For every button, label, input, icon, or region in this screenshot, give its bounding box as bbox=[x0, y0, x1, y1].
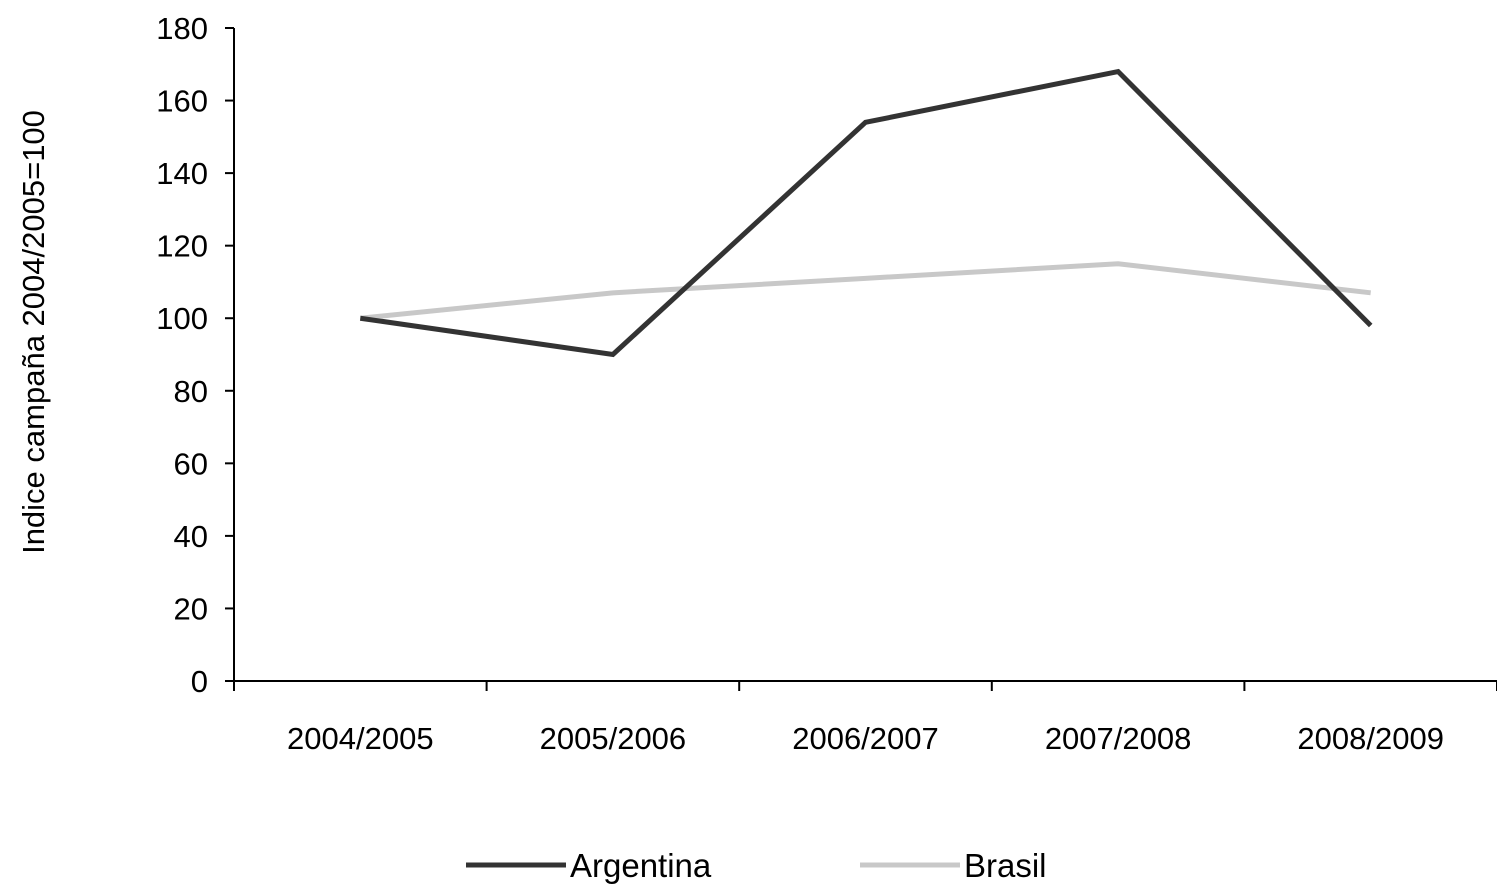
y-axis-ticks: 0 20 40 60 80 100 120 140 160 180 bbox=[156, 11, 234, 699]
y-tick-label: 40 bbox=[174, 519, 208, 554]
x-tick-label: 2006/2007 bbox=[792, 721, 939, 756]
series-layer bbox=[360, 71, 1371, 354]
y-tick-label: 20 bbox=[174, 591, 208, 626]
y-tick-label: 180 bbox=[156, 11, 208, 46]
y-axis-title: Indice campaña 2004/2005=100 bbox=[16, 110, 51, 554]
x-tick-label: 2007/2008 bbox=[1045, 721, 1192, 756]
y-tick-label: 0 bbox=[191, 664, 208, 699]
legend-label-brasil: Brasil bbox=[964, 847, 1047, 884]
y-tick-label: 100 bbox=[156, 301, 208, 336]
x-tick-label: 2004/2005 bbox=[287, 721, 434, 756]
x-axis-ticks: 2004/2005 2005/2006 2006/2007 2007/2008 2008… bbox=[234, 681, 1497, 756]
y-tick-label: 140 bbox=[156, 156, 208, 191]
x-tick-label: 2005/2006 bbox=[540, 721, 687, 756]
legend: Argentina Brasil bbox=[466, 847, 1047, 884]
y-tick-label: 120 bbox=[156, 229, 208, 264]
series-line-argentina bbox=[360, 72, 1370, 355]
y-tick-label: 80 bbox=[174, 374, 208, 409]
legend-label-argentina: Argentina bbox=[570, 847, 712, 884]
y-tick-label: 60 bbox=[174, 446, 208, 481]
x-tick-label: 2008/2009 bbox=[1297, 721, 1444, 756]
series-line-brasil bbox=[360, 264, 1370, 318]
y-tick-label: 160 bbox=[156, 84, 208, 119]
